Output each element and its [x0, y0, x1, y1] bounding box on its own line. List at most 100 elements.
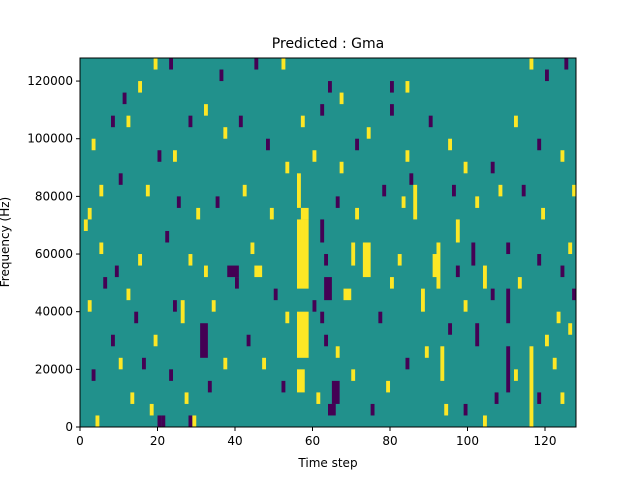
- heatmap-cell-62: [157, 150, 162, 162]
- heatmap-cell-7: [328, 403, 336, 416]
- heatmap-cell-37: [200, 323, 208, 358]
- heatmap-cell-73: [339, 161, 344, 174]
- heatmap-cell-19: [444, 403, 449, 416]
- heatmap-cell-139: [103, 277, 108, 289]
- y-tick-label-1: 20000: [35, 362, 73, 376]
- heatmap-cell-68: [266, 138, 270, 151]
- heatmap-cell-137: [111, 334, 115, 347]
- heatmap-cell-144: [273, 288, 278, 301]
- heatmap-cell-26: [475, 323, 480, 347]
- heatmap-cell-111: [401, 196, 406, 208]
- heatmap-cell-70: [300, 115, 305, 128]
- heatmap-cell-149: [390, 277, 394, 289]
- heatmap-cell-98: [122, 92, 127, 105]
- heatmap-cell-158: [568, 323, 573, 335]
- heatmap-cell-122: [463, 300, 468, 312]
- heatmap-cell-60: [111, 115, 115, 128]
- heatmap-cell-103: [176, 196, 181, 208]
- y-tick-label-6: 120000: [27, 74, 73, 88]
- heatmap-cell-80: [463, 161, 468, 174]
- heatmap-cell-72: [320, 104, 325, 116]
- heatmap-cell-83: [537, 138, 542, 151]
- y-tick-label-0: 0: [65, 420, 73, 434]
- heatmap-cell-47: [192, 415, 197, 427]
- heatmap-cell-8: [331, 380, 340, 404]
- heatmap-cells: [83, 58, 577, 427]
- heatmap-cell-40: [235, 277, 239, 289]
- heatmap-cell-16: [324, 334, 329, 347]
- heatmap-cell-33: [572, 288, 577, 301]
- heatmap-cell-138: [87, 300, 92, 312]
- heatmap-cell-85: [545, 69, 549, 82]
- heatmap-cell-154: [494, 392, 499, 404]
- heatmap-cell-89: [169, 58, 174, 70]
- heatmap-cell-153: [483, 415, 487, 427]
- y-tick-label-4: 80000: [35, 189, 73, 203]
- heatmap-cell-18: [440, 346, 445, 381]
- heatmap-cell-74: [355, 138, 360, 151]
- heatmap-cell-123: [448, 323, 453, 335]
- heatmap-cell-143: [250, 242, 255, 255]
- heatmap-cell-67: [238, 115, 243, 128]
- heatmap-cell-20: [432, 254, 437, 278]
- heatmap-cell-152: [463, 403, 468, 416]
- heatmap-cell-95: [339, 92, 344, 105]
- heatmap-cell-65: [204, 104, 208, 116]
- heatmap-cell-115: [521, 184, 526, 197]
- heatmap-cell-88: [153, 58, 158, 70]
- heatmap-cell-97: [138, 81, 143, 93]
- heatmap-cell-31: [529, 346, 534, 427]
- heatmap-cell-29: [506, 288, 511, 324]
- heatmap-cell-128: [351, 369, 356, 381]
- heatmap-cell-35: [556, 311, 561, 324]
- x-tick-label-0: 0: [76, 434, 84, 448]
- heatmap-cell-23: [421, 288, 425, 312]
- x-tick-label-3: 60: [305, 434, 320, 448]
- heatmap-cell-43: [173, 300, 177, 312]
- heatmap-cell-14: [335, 346, 340, 358]
- heatmap-cell-4: [297, 173, 301, 208]
- heatmap-cell-134: [184, 392, 189, 404]
- heatmap-cell-116: [541, 207, 546, 220]
- heatmap-cell-44: [157, 415, 162, 427]
- heatmap-cell-38: [227, 265, 239, 278]
- plot-area: [79, 57, 577, 428]
- heatmap-cell-105: [215, 196, 220, 208]
- heatmap-cell-156: [537, 392, 542, 404]
- heatmap-cell-64: [188, 115, 193, 128]
- heatmap-cell-57: [130, 392, 135, 404]
- heatmap-cell-141: [165, 230, 170, 243]
- heatmap-cell-41: [211, 300, 216, 312]
- heatmap-cell-133: [207, 380, 212, 393]
- heatmap-cell-17: [436, 242, 441, 289]
- x-axis-label: Time step: [297, 456, 357, 470]
- heatmap-cell-93: [390, 81, 394, 93]
- heatmap-cell-71: [312, 150, 317, 162]
- heatmap-cell-27: [483, 265, 487, 289]
- heatmap-cell-13: [324, 254, 329, 266]
- heatmap-cell-30: [506, 346, 511, 393]
- y-axis-ticks: 0 20000 40000 60000 80000 100000 120000: [27, 74, 80, 434]
- heatmap-cell-49: [95, 415, 100, 427]
- heatmap-cell-96: [219, 69, 224, 82]
- x-tick-label-4: 80: [382, 434, 397, 448]
- heatmap-cell-136: [149, 403, 154, 416]
- heatmap-cell-3: [300, 207, 309, 220]
- y-tick-label-2: 40000: [35, 305, 73, 319]
- y-tick-label-5: 100000: [27, 132, 73, 146]
- heatmap-cell-54: [126, 288, 131, 301]
- heatmap-cell-106: [242, 184, 247, 197]
- heatmap-cell-34: [560, 265, 565, 278]
- heatmap-cell-61: [126, 115, 131, 128]
- heatmap-cell-11: [343, 288, 352, 301]
- heatmap-cell-63: [173, 150, 177, 162]
- heatmap-cell-119: [537, 254, 542, 266]
- heatmap-cell-87: [564, 58, 569, 70]
- y-axis-label: Frequency (Hz): [0, 197, 12, 288]
- heatmap-cell-129: [281, 380, 286, 393]
- heatmap-cell-25: [471, 242, 476, 266]
- heatmap-cell-157: [552, 357, 557, 370]
- heatmap-cell-46: [188, 415, 193, 427]
- heatmap-cell-159: [560, 392, 565, 404]
